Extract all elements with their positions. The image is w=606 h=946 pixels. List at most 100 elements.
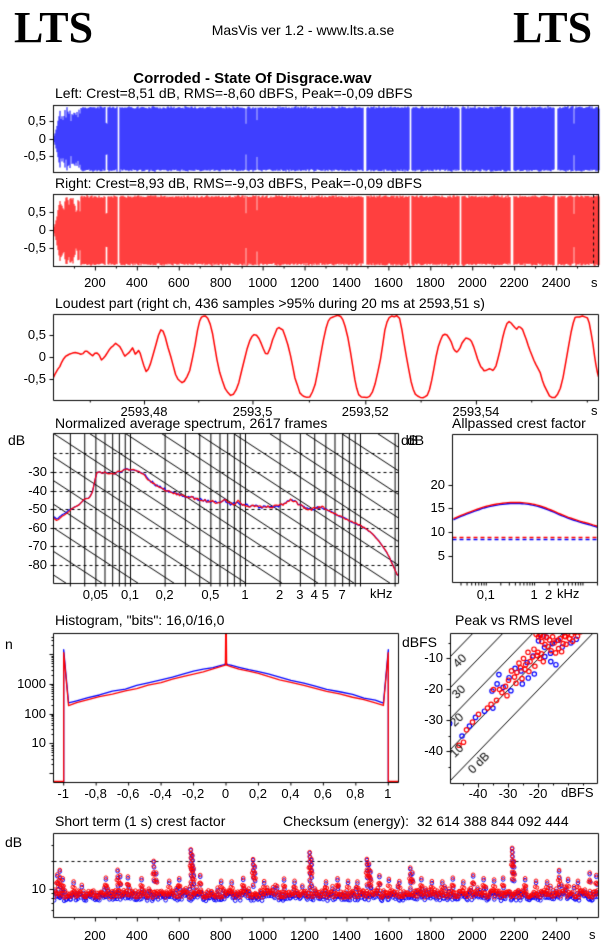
- n-tick-label: 100: [24, 706, 46, 721]
- time-tick-label: 200: [84, 928, 106, 943]
- peak-vs-rms-ylabel: dBFS: [402, 634, 438, 650]
- y-tick-label: 0,5: [27, 204, 46, 219]
- db-tick-label: 5: [437, 548, 445, 563]
- time-tick-label: 600: [167, 928, 190, 943]
- freq-tick-label: 0,2: [155, 587, 174, 602]
- time-tick-label: 2000: [457, 928, 487, 943]
- freq-tick-label: 5: [321, 587, 329, 602]
- spectrum-ylabel-right: dB: [401, 432, 419, 448]
- freq-tick-label: 3: [296, 587, 304, 602]
- loudest-axis-unit: s: [591, 403, 598, 418]
- time-tick-label: 1000: [248, 928, 278, 943]
- db-tick-label: -30: [28, 464, 47, 479]
- time-tick-label: 2400: [541, 275, 571, 290]
- right-channel-stats-label: Right: Crest=8,93 dB, RMS=-9,03 dBFS, Pe…: [55, 175, 422, 191]
- db-tick-label: -50: [28, 501, 47, 516]
- histogram-ylabel: n: [5, 636, 13, 652]
- time-tick-label: 400: [125, 928, 148, 943]
- dbfs-tick-label: -40: [424, 743, 443, 758]
- y-tick-label: 0: [38, 349, 46, 364]
- short-term-axis-unit: s: [589, 927, 596, 942]
- x-tick-label: 1: [384, 786, 392, 801]
- y-tick-label: 0: [38, 131, 46, 146]
- x-tick-label: -0,8: [84, 786, 107, 801]
- x-tick-label: 0,8: [346, 786, 365, 801]
- x-tick-label: -0,6: [116, 786, 140, 801]
- x-tick-label: -1: [57, 786, 69, 801]
- time-axis-unit: s: [591, 275, 598, 290]
- time-tick-label: 1600: [373, 275, 403, 290]
- db-tick-label: -40: [28, 483, 47, 498]
- peak-vs-rms-title: Peak vs RMS level: [455, 612, 573, 628]
- time-tick-label: 1800: [415, 928, 445, 943]
- db-tick-label: 10: [430, 524, 445, 539]
- freq-tick-label: 4: [310, 587, 318, 602]
- y-tick-label: 0,5: [27, 113, 46, 128]
- x-tick-label: 0,2: [248, 786, 267, 801]
- left-channel-stats-label: Left: Crest=8,51 dB, RMS=-8,60 dBFS, Pea…: [55, 85, 413, 101]
- time-tick-label: 1800: [415, 275, 445, 290]
- dbfs-tick-label: -10: [424, 650, 443, 665]
- allpassed-xunit: kHz: [557, 586, 580, 601]
- time-tick-label: 1000: [248, 275, 278, 290]
- freq-tick-label: 0,1: [476, 587, 495, 602]
- db-tick-label: 10: [31, 881, 46, 896]
- freq-tick-label: 7: [338, 587, 346, 602]
- lts-logo-right: LTS: [513, 3, 593, 52]
- app-version-text: MasVis ver 1.2 - www.lts.a.se: [211, 22, 395, 38]
- dbfs-tick-label: -20: [528, 786, 548, 801]
- time-tick-label: 1200: [290, 275, 319, 290]
- db-tick-label: -60: [28, 520, 47, 535]
- spectrum-title: Normalized average spectrum, 2617 frames: [55, 415, 328, 431]
- time-tick-label: 1200: [290, 928, 319, 943]
- freq-tick-label: 0,05: [82, 587, 109, 602]
- lts-logo-left: LTS: [14, 3, 94, 52]
- freq-tick-label: 0,5: [201, 587, 220, 602]
- checksum-label: Checksum (energy): 32 614 388 844 092 44…: [283, 813, 569, 829]
- song-title: Corroded - State Of Disgrace.wav: [133, 70, 372, 87]
- short-term-title: Short term (1 s) crest factor: [55, 813, 226, 829]
- allpassed-ylabel: dB: [407, 432, 425, 448]
- time-tick-label: 2400: [541, 928, 571, 943]
- db-tick-label: -80: [28, 557, 47, 572]
- x-tick-label: 0,6: [313, 786, 332, 801]
- time-tick-label: 1600: [373, 928, 403, 943]
- time-tick-label: 2000: [457, 275, 487, 290]
- n-tick-label: 1000: [17, 676, 46, 691]
- peak-vs-rms-xlabel: dBFS: [561, 785, 594, 800]
- time-tick-label: 600: [167, 275, 190, 290]
- y-tick-label: -0,5: [23, 371, 46, 386]
- freq-tick-label: 1: [530, 587, 538, 602]
- dbfs-tick-label: -30: [424, 712, 443, 727]
- x-tick-label: -0,4: [149, 786, 172, 801]
- loudest-part-title: Loudest part (right ch, 436 samples >95%…: [55, 295, 485, 311]
- freq-tick-label: 1: [241, 587, 249, 602]
- x-tick-label: 2593,5: [232, 404, 273, 419]
- histogram-title: Histogram, "bits": 16,0/16,0: [55, 612, 225, 628]
- freq-tick-label: 0,1: [120, 587, 140, 602]
- dbfs-tick-label: -30: [498, 786, 518, 801]
- time-tick-label: 1400: [331, 275, 361, 290]
- x-tick-label: 2593,48: [120, 404, 168, 419]
- x-tick-label: 0,4: [281, 786, 300, 801]
- spectrum-ylabel-left: dB: [8, 432, 26, 448]
- db-tick-label: 20: [430, 477, 445, 492]
- db-tick-label: 15: [430, 500, 445, 515]
- time-tick-label: 1400: [331, 928, 361, 943]
- n-tick-label: 10: [31, 735, 46, 750]
- time-tick-label: 2200: [499, 275, 529, 290]
- freq-tick-label: 2: [545, 587, 553, 602]
- x-tick-label: 2593,54: [452, 404, 500, 419]
- dbfs-tick-label: -40: [468, 786, 488, 801]
- dbfs-tick-label: -20: [424, 681, 443, 696]
- time-tick-label: 400: [125, 275, 148, 290]
- x-tick-label: 2593,52: [341, 404, 389, 419]
- y-tick-label: -0,5: [23, 148, 46, 163]
- short-term-ylabel: dB: [5, 834, 23, 850]
- x-tick-label: 0: [221, 786, 230, 801]
- freq-tick-label: 2: [275, 587, 284, 602]
- y-tick-label: -0,5: [23, 240, 46, 255]
- db-tick-label: -70: [28, 538, 47, 553]
